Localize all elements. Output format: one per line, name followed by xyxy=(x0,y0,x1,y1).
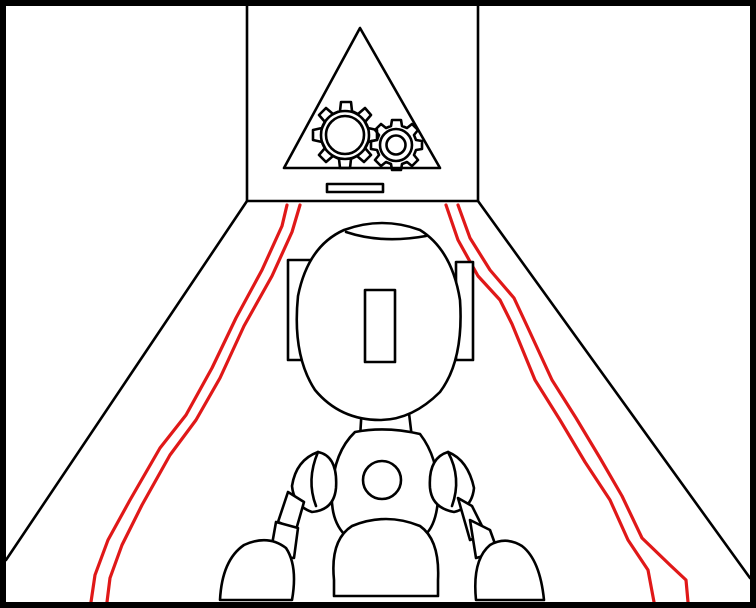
robot-head-seam xyxy=(344,230,428,241)
corridor-walls xyxy=(4,199,752,580)
robot-right-arm xyxy=(428,450,546,602)
gears-triangle-icon xyxy=(282,26,442,172)
large-gear-icon xyxy=(311,100,379,170)
robot-head-vent xyxy=(363,288,397,364)
laser-left-outer xyxy=(89,203,289,604)
bottom-frame xyxy=(0,602,756,608)
robot-left-arm xyxy=(218,450,338,602)
robot-pelvis xyxy=(332,517,440,598)
robot-player[interactable] xyxy=(218,221,546,602)
small-gear-icon xyxy=(369,118,424,172)
laser-right-inner xyxy=(444,203,656,604)
laser-left-inner xyxy=(105,203,302,604)
laser-beams xyxy=(89,203,690,604)
robot-back-port xyxy=(361,459,403,501)
far-door[interactable] xyxy=(245,4,480,203)
door-slot xyxy=(325,182,385,194)
laser-right-outer xyxy=(456,203,690,604)
